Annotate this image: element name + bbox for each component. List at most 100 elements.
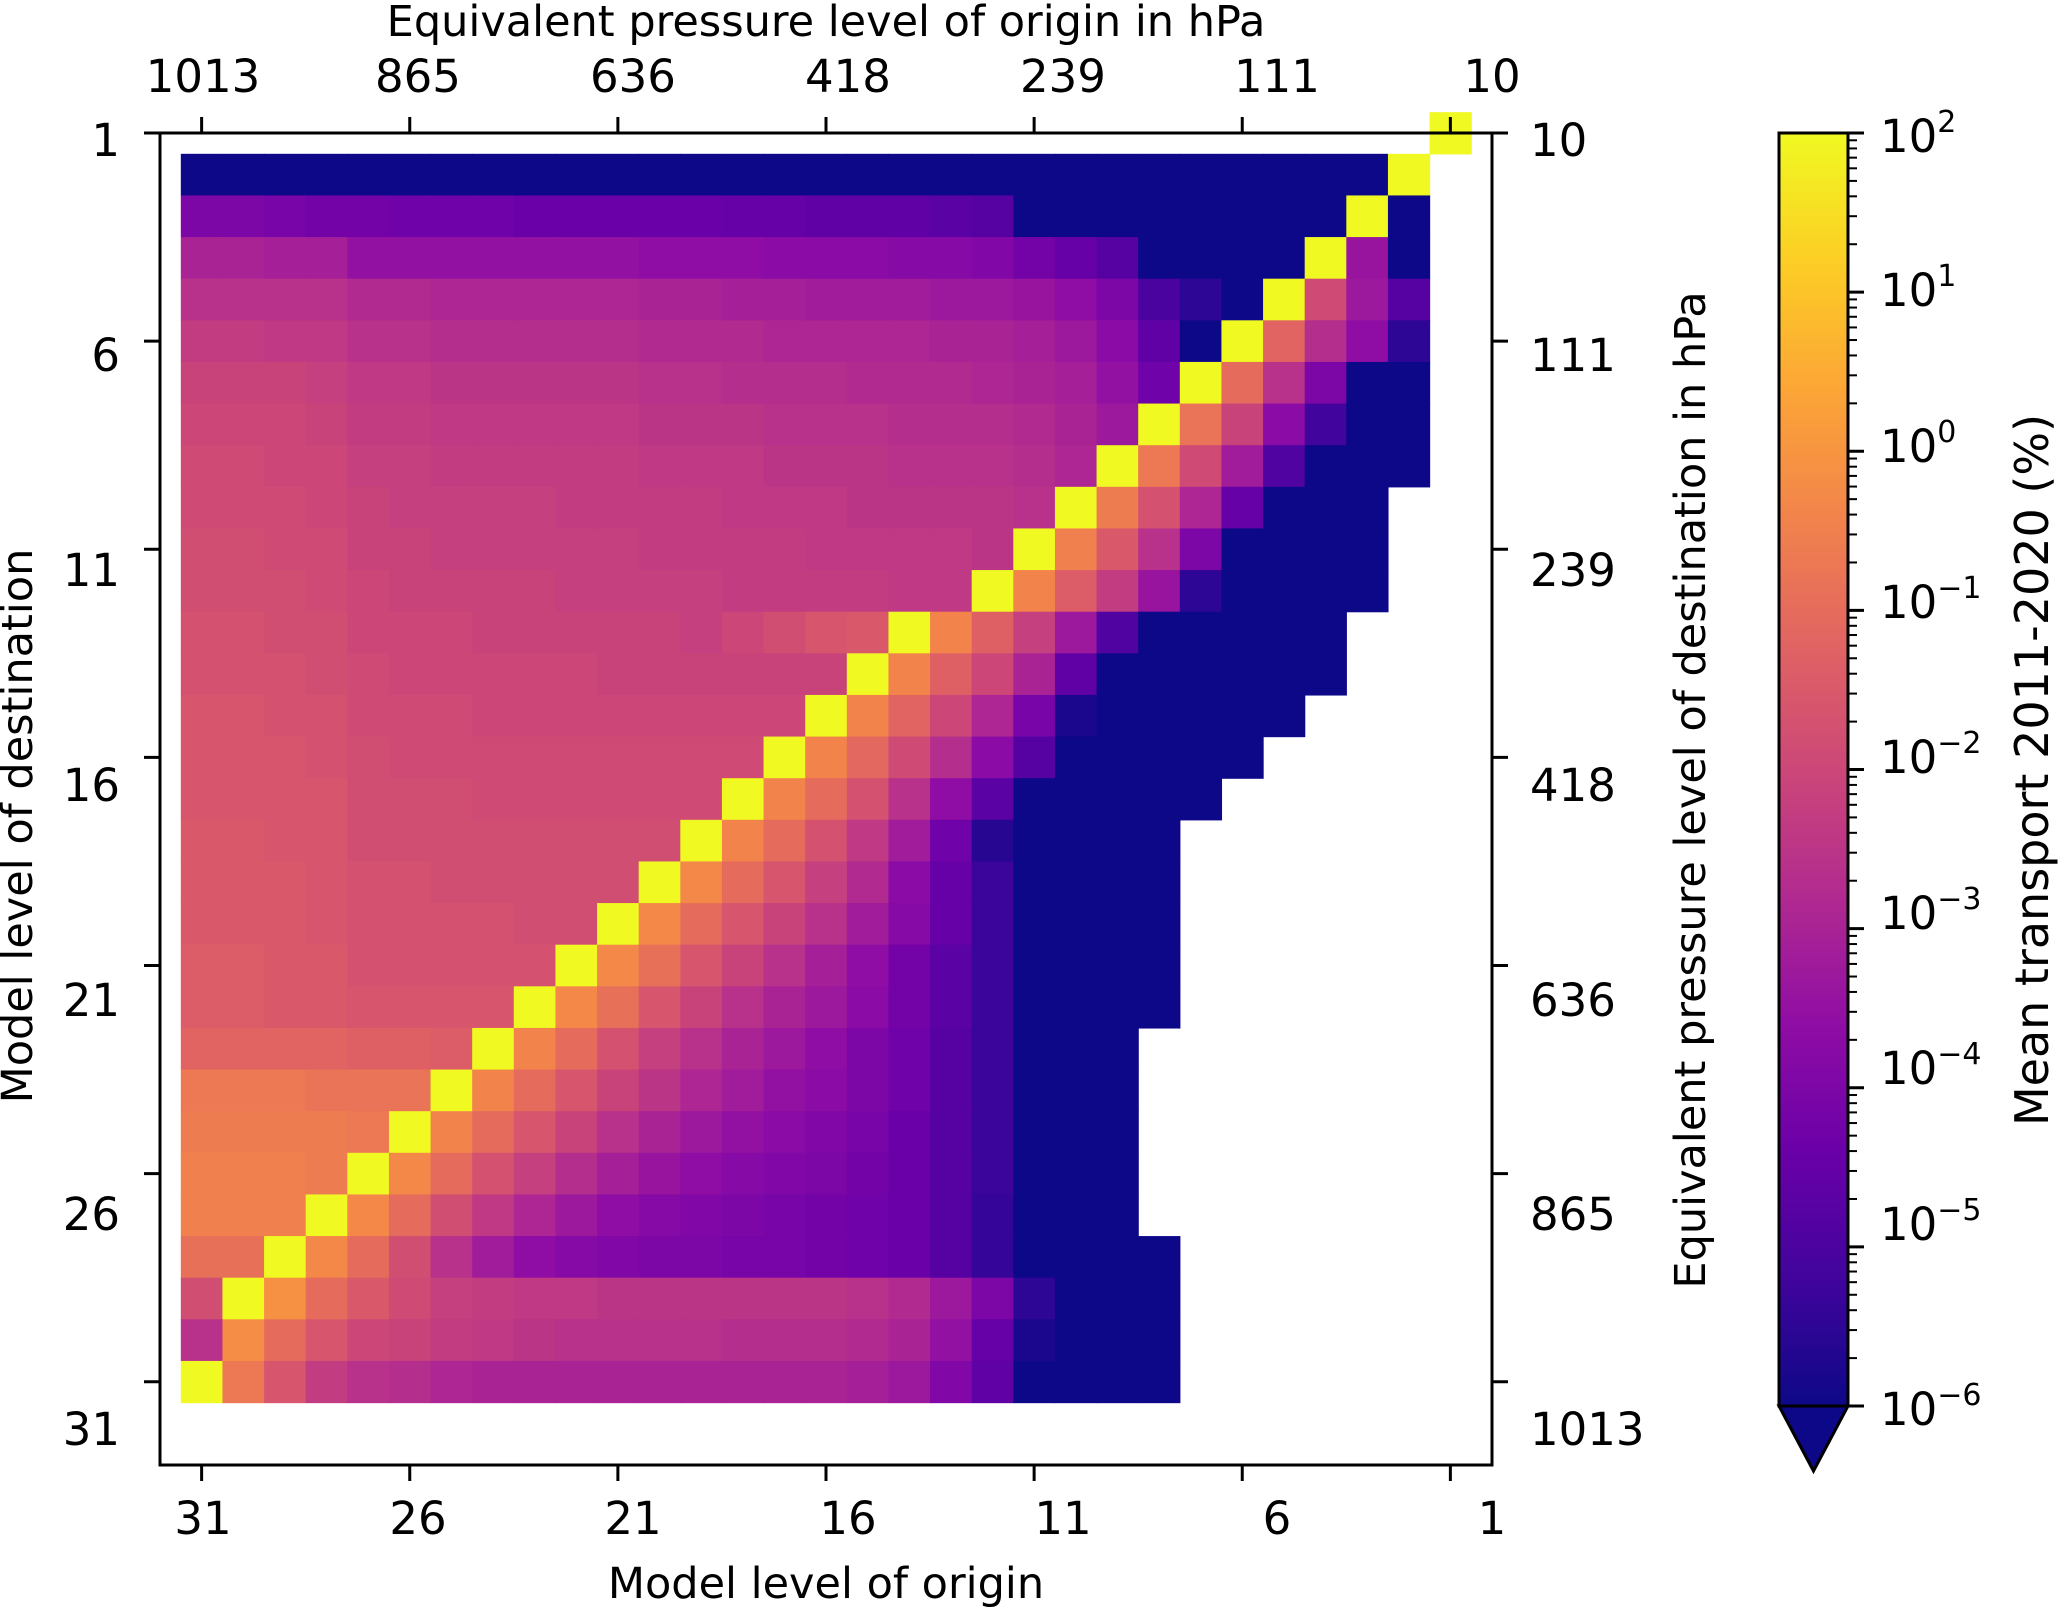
heatmap-cell xyxy=(430,1194,473,1237)
heatmap-cell xyxy=(805,1027,848,1071)
heatmap-cell xyxy=(555,570,598,613)
heatmap-cell xyxy=(763,1277,806,1320)
heatmap-cell xyxy=(638,403,681,446)
heatmap-cell xyxy=(846,403,890,446)
heatmap-cell xyxy=(971,611,1014,654)
heatmap-cell xyxy=(763,778,806,821)
heatmap-cell xyxy=(388,986,432,1029)
heatmap-cell xyxy=(680,195,723,238)
heatmap-cell xyxy=(1179,653,1223,696)
heatmap-cell xyxy=(1096,1319,1139,1362)
heatmap-cell xyxy=(305,1319,348,1362)
heatmap-cell xyxy=(597,986,640,1029)
heatmap-cell xyxy=(305,861,348,904)
heatmap-cell xyxy=(638,1069,681,1112)
heatmap-cell xyxy=(513,570,557,613)
heatmap-cell xyxy=(805,944,848,987)
heatmap-cell xyxy=(1054,528,1098,571)
heatmap-cell xyxy=(264,903,307,946)
heatmap-cell xyxy=(180,861,224,904)
heatmap-cell xyxy=(222,1360,265,1404)
heatmap-cell xyxy=(763,861,806,904)
heatmap-cell xyxy=(846,1319,890,1362)
heatmap-cell xyxy=(1138,445,1181,488)
right-axis-label: Equivalent pressure level of destination… xyxy=(1666,291,1716,1288)
heatmap-cell xyxy=(721,861,765,904)
heatmap-cell xyxy=(1387,278,1431,321)
heatmap-cell xyxy=(721,819,765,863)
heatmap-cell xyxy=(472,653,515,696)
heatmap-cell xyxy=(472,611,515,654)
heatmap-cell xyxy=(805,1360,848,1404)
bottom-tick-label: 6 xyxy=(1263,1492,1292,1545)
heatmap-cell xyxy=(1221,445,1264,488)
heatmap-cell xyxy=(264,278,307,321)
colorbar-extend-triangle xyxy=(1776,1404,1851,1475)
heatmap-cell xyxy=(721,528,765,571)
heatmap-cell xyxy=(597,653,640,696)
heatmap-cell xyxy=(1304,320,1347,363)
heatmap-cell xyxy=(1263,528,1306,571)
heatmap-cell xyxy=(222,736,265,779)
heatmap-cell xyxy=(1013,403,1056,446)
heatmap-cell xyxy=(180,570,224,613)
colorbar-tick-label: 10−4 xyxy=(1880,1037,1982,1095)
heatmap-cell xyxy=(763,361,806,405)
heatmap-cell xyxy=(347,486,390,530)
heatmap-cell xyxy=(1263,694,1306,738)
heatmap-cell xyxy=(930,611,973,654)
heatmap-cell xyxy=(846,195,890,238)
heatmap-cell xyxy=(1054,1152,1098,1196)
heatmap-cell xyxy=(805,237,848,280)
heatmap-cell xyxy=(1013,528,1056,571)
heatmap-cell xyxy=(805,819,848,863)
heatmap-cell xyxy=(1263,403,1306,446)
left-tick-label: 6 xyxy=(91,329,120,382)
heatmap-cell xyxy=(222,403,265,446)
heatmap-cell xyxy=(1054,611,1098,654)
heatmap-cell xyxy=(180,986,224,1029)
heatmap-cell xyxy=(888,861,931,904)
colorbar-label: Mean transport 2011-2020 (%) xyxy=(2005,414,2059,1126)
heatmap-cell xyxy=(597,1152,640,1196)
heatmap-cell xyxy=(513,694,557,738)
heatmap-cell xyxy=(1138,1319,1181,1362)
heatmap-cell xyxy=(597,1027,640,1071)
heatmap-cell xyxy=(388,1236,432,1279)
heatmap-cell xyxy=(1304,237,1347,280)
heatmap-cell xyxy=(930,653,973,696)
heatmap-cell xyxy=(513,1194,557,1237)
heatmap-cell xyxy=(1346,320,1389,363)
heatmap-cell xyxy=(264,861,307,904)
heatmap-cell xyxy=(721,1236,765,1279)
heatmap-cell xyxy=(1054,653,1098,696)
heatmap-cell xyxy=(222,694,265,738)
heatmap-cell xyxy=(180,153,224,197)
heatmap-cell xyxy=(1096,403,1139,446)
heatmap-cell xyxy=(846,944,890,987)
heatmap-cell xyxy=(222,819,265,863)
heatmap-cell xyxy=(1221,195,1264,238)
heatmap-cell xyxy=(472,694,515,738)
heatmap-cell xyxy=(430,528,473,571)
heatmap-cell xyxy=(513,1111,557,1154)
heatmap-cell xyxy=(680,694,723,738)
heatmap-cell xyxy=(513,944,557,987)
heatmap-cell xyxy=(763,1236,806,1279)
heatmap-cell xyxy=(1054,1319,1098,1362)
heatmap-cell xyxy=(472,736,515,779)
heatmap-cell xyxy=(305,1111,348,1154)
heatmap-cell xyxy=(222,903,265,946)
heatmap-cell xyxy=(1138,653,1181,696)
heatmap-cell xyxy=(430,195,473,238)
colorbar-tick-label: 102 xyxy=(1880,105,1956,163)
heatmap-cell xyxy=(305,819,348,863)
heatmap-cell xyxy=(1221,320,1264,363)
heatmap-cell xyxy=(1221,403,1264,446)
heatmap-cell xyxy=(180,528,224,571)
heatmap-cell xyxy=(680,903,723,946)
heatmap-cell xyxy=(805,611,848,654)
heatmap-cell xyxy=(888,403,931,446)
heatmap-cell xyxy=(1096,903,1139,946)
heatmap-cell xyxy=(888,903,931,946)
